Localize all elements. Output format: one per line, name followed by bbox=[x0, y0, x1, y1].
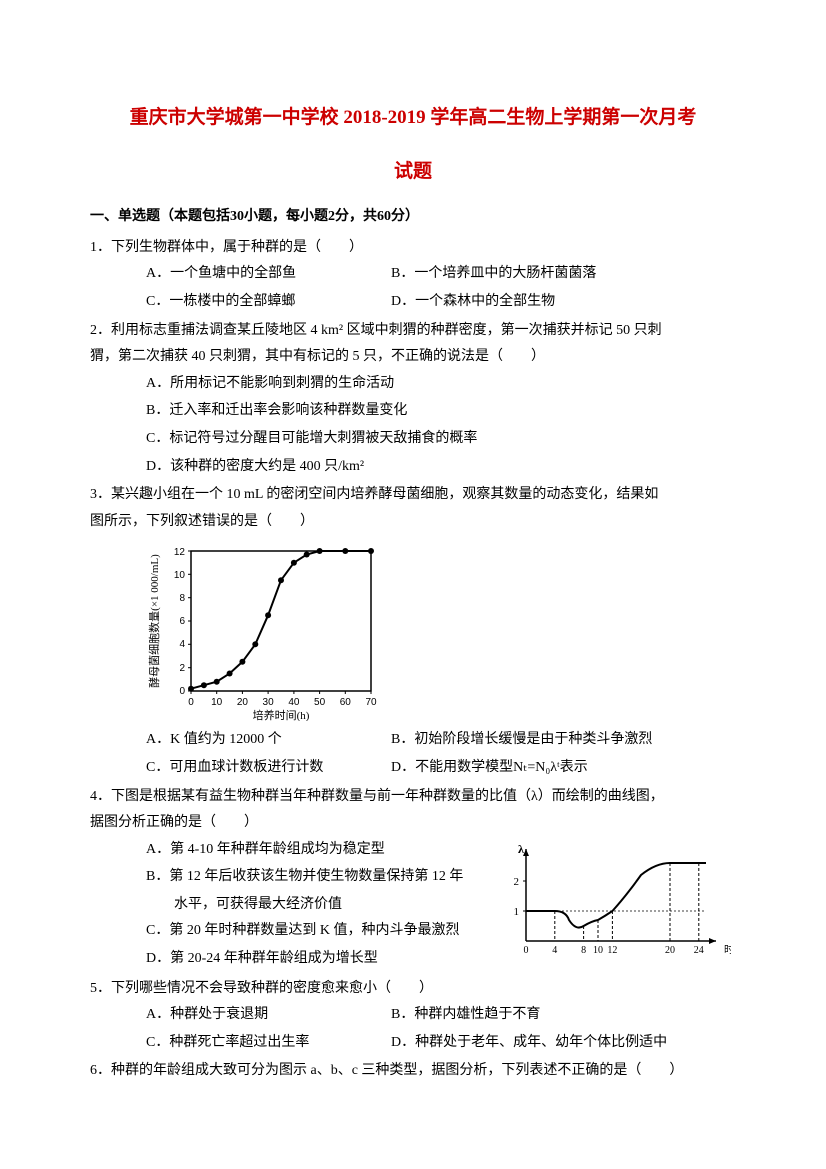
svg-text:70: 70 bbox=[365, 697, 377, 708]
exam-title-main: 重庆市大学城第一中学校 2018-2019 学年高二生物上学期第一次月考 bbox=[90, 100, 736, 136]
svg-text:8: 8 bbox=[581, 945, 586, 956]
q5-optB: B．种群内雄性趋于不育 bbox=[391, 1002, 736, 1029]
section-header: 一、单选题（本题包括30小题，每小题2分，共60分） bbox=[90, 204, 736, 231]
svg-text:60: 60 bbox=[340, 697, 352, 708]
exam-title-sub: 试题 bbox=[90, 154, 736, 190]
q4-optD: D．第 20-24 年种群年龄组成为增长型 bbox=[90, 946, 498, 973]
svg-text:6: 6 bbox=[179, 616, 185, 627]
svg-text:10: 10 bbox=[174, 570, 186, 581]
svg-text:酵母菌细胞数量(×1 000/mL): 酵母菌细胞数量(×1 000/mL) bbox=[148, 554, 161, 688]
svg-text:4: 4 bbox=[552, 945, 557, 956]
svg-text:2: 2 bbox=[179, 663, 185, 674]
q2-stem2: 猬，第二次捕获 40 只刺猬，其中有标记的 5 只，不正确的说法是（ ） bbox=[90, 344, 736, 371]
q4-optB-cont: 水平，可获得最大经济价值 bbox=[90, 892, 498, 919]
svg-text:4: 4 bbox=[179, 639, 185, 650]
q5-stem: 5．下列哪些情况不会导致种群的密度愈来愈小（ ） bbox=[90, 976, 736, 1003]
question-3: 3．某兴趣小组在一个 10 mL 的密闭空间内培养酵母菌细胞，观察其数量的动态变… bbox=[90, 482, 736, 781]
q3-optA: A．K 值约为 12000 个 bbox=[146, 727, 391, 754]
svg-text:12: 12 bbox=[174, 547, 186, 558]
question-5: 5．下列哪些情况不会导致种群的密度愈来愈小（ ） A．种群处于衰退期 B．种群内… bbox=[90, 976, 736, 1057]
question-6: 6．种群的年龄组成大致可分为图示 a、b、c 三种类型，据图分析，下列表述不正确… bbox=[90, 1058, 736, 1085]
q4-chart: 1 2 λ 0 4 8 10 12 20 24 时间(年) bbox=[506, 841, 736, 961]
svg-text:20: 20 bbox=[237, 697, 249, 708]
svg-text:40: 40 bbox=[288, 697, 300, 708]
q2-optD: D．该种群的密度大约是 400 只/km² bbox=[90, 454, 736, 481]
q4-stem1: 4．下图是根据某有益生物种群当年种群数量与前一年种群数量的比值（λ）而绘制的曲线… bbox=[90, 784, 736, 811]
question-2: 2．利用标志重捕法调查某丘陵地区 4 km² 区域中刺猬的种群密度，第一次捕获并… bbox=[90, 318, 736, 481]
svg-text:2: 2 bbox=[514, 876, 520, 888]
q2-optC: C．标记符号过分醒目可能增大刺猬被天敌捕食的概率 bbox=[90, 426, 736, 453]
svg-text:30: 30 bbox=[263, 697, 275, 708]
q3-optB: B．初始阶段增长缓慢是由于种类斗争激烈 bbox=[391, 727, 736, 754]
svg-text:0: 0 bbox=[524, 945, 529, 956]
q1-optD: D．一个森林中的全部生物 bbox=[391, 289, 736, 316]
q2-optA: A．所用标记不能影响到刺猬的生命活动 bbox=[90, 371, 736, 398]
svg-text:λ: λ bbox=[518, 842, 524, 856]
svg-text:20: 20 bbox=[665, 945, 675, 956]
q5-optD: D．种群处于老年、成年、幼年个体比例适中 bbox=[391, 1030, 736, 1057]
q6-stem: 6．种群的年龄组成大致可分为图示 a、b、c 三种类型，据图分析，下列表述不正确… bbox=[90, 1058, 736, 1085]
svg-text:24: 24 bbox=[694, 945, 704, 956]
q4-optB: B．第 12 年后收获该生物并使生物数量保持第 12 年 bbox=[90, 864, 498, 891]
question-1: 1．下列生物群体中，属于种群的是（ ） A．一个鱼塘中的全部鱼 B．一个培养皿中… bbox=[90, 235, 736, 316]
q3-optD: D．不能用数学模型Nₜ=N₀λᵗ表示 bbox=[391, 755, 736, 782]
q1-optC: C．一栋楼中的全部蟑螂 bbox=[146, 289, 391, 316]
q4-optA: A．第 4-10 年种群年龄组成均为稳定型 bbox=[90, 837, 498, 864]
q5-optA: A．种群处于衰退期 bbox=[146, 1002, 391, 1029]
svg-text:10: 10 bbox=[593, 945, 603, 956]
q2-optB: B．迁入率和迁出率会影响该种群数量变化 bbox=[90, 398, 736, 425]
q2-stem1: 2．利用标志重捕法调查某丘陵地区 4 km² 区域中刺猬的种群密度，第一次捕获并… bbox=[90, 318, 736, 345]
svg-text:时间(年): 时间(年) bbox=[724, 943, 731, 956]
q4-optC: C．第 20 年时种群数量达到 K 值，种内斗争最激烈 bbox=[90, 918, 498, 945]
q4-stem2: 据图分析正确的是（ ） bbox=[90, 810, 736, 837]
q5-optC: C．种群死亡率超过出生率 bbox=[146, 1030, 391, 1057]
svg-text:0: 0 bbox=[179, 686, 185, 697]
svg-text:1: 1 bbox=[514, 906, 520, 918]
svg-text:8: 8 bbox=[179, 593, 185, 604]
svg-text:10: 10 bbox=[211, 697, 223, 708]
svg-text:50: 50 bbox=[314, 697, 326, 708]
q1-optB: B．一个培养皿中的大肠杆菌菌落 bbox=[391, 261, 736, 288]
q1-optA: A．一个鱼塘中的全部鱼 bbox=[146, 261, 391, 288]
question-4: 4．下图是根据某有益生物种群当年种群数量与前一年种群数量的比值（λ）而绘制的曲线… bbox=[90, 784, 736, 974]
svg-text:12: 12 bbox=[607, 945, 617, 956]
svg-text:0: 0 bbox=[188, 697, 194, 708]
q3-optC: C．可用血球计数板进行计数 bbox=[146, 755, 391, 782]
q3-stem2: 图所示，下列叙述错误的是（ ） bbox=[90, 509, 736, 536]
q3-chart: 0 2 4 6 8 10 12 0 10 bbox=[146, 541, 736, 721]
q3-stem1: 3．某兴趣小组在一个 10 mL 的密闭空间内培养酵母菌细胞，观察其数量的动态变… bbox=[90, 482, 736, 509]
q1-stem: 1．下列生物群体中，属于种群的是（ ） bbox=[90, 235, 736, 262]
svg-text:培养时间(h): 培养时间(h) bbox=[253, 708, 310, 721]
